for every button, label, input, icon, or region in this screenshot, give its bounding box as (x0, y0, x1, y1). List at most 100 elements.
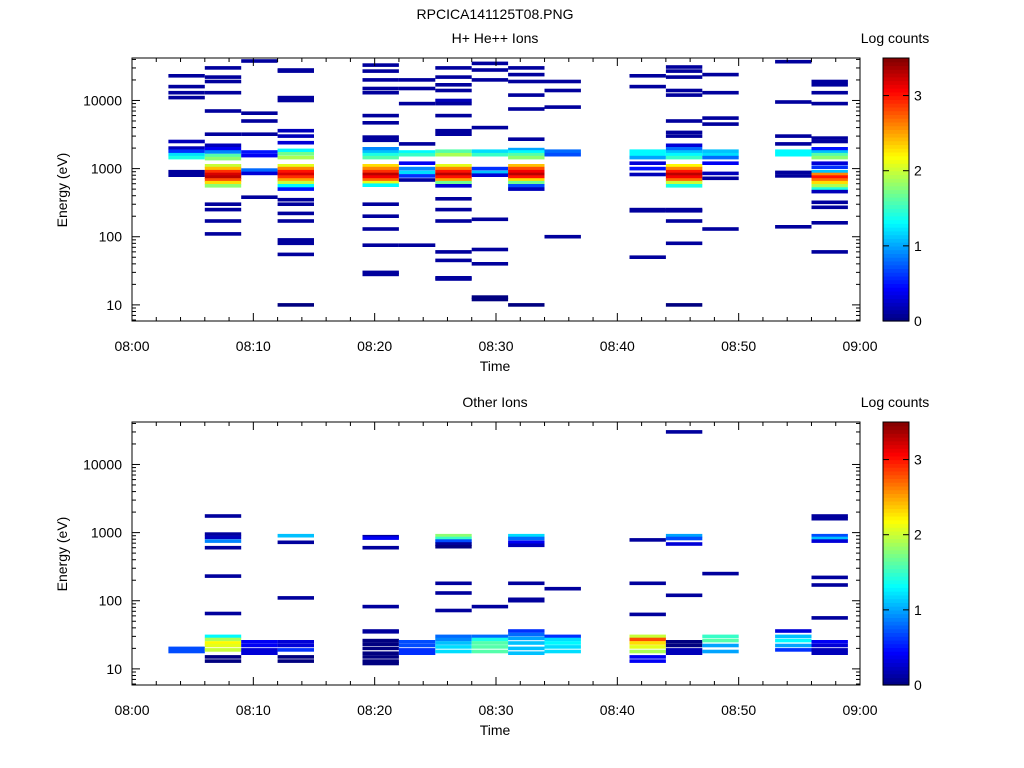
colorbar-swatch (883, 542, 909, 547)
heatmap-cell (204, 79, 242, 84)
heatmap-cell (435, 536, 472, 541)
heatmap-cell (775, 149, 812, 153)
heatmap-cell (204, 611, 242, 616)
colorbar-swatch (883, 121, 909, 127)
colorbar-swatch (883, 69, 909, 74)
heatmap-cell (204, 178, 242, 182)
colorbar-swatch (883, 591, 909, 596)
heatmap-cell (665, 147, 703, 151)
heatmap-cell (362, 172, 399, 177)
colorbar-swatch (883, 140, 909, 146)
heatmap-cell (204, 175, 242, 179)
colorbar-swatch (883, 114, 909, 119)
heatmap-cell (168, 149, 205, 153)
heatmap-cell (665, 155, 703, 160)
heatmap-cell (811, 150, 848, 154)
heatmap-cell (811, 539, 848, 543)
heatmap-cell (435, 641, 472, 645)
heatmap-cell (544, 152, 581, 157)
colorbar-swatch (883, 478, 909, 483)
colorbar-swatch (883, 647, 909, 652)
heatmap-cell (629, 655, 666, 659)
colorbar-swatch (883, 144, 909, 149)
heatmap-cell (775, 225, 812, 229)
colorbar-swatch (883, 422, 909, 427)
colorbar-swatch (883, 448, 909, 453)
colorbar-swatch (883, 223, 909, 228)
heatmap-cell (398, 152, 436, 157)
heatmap-cell (665, 93, 703, 97)
heatmap-cell (168, 152, 205, 157)
colorbar-tick-label: 2 (914, 163, 922, 179)
heatmap-cell (508, 175, 545, 179)
heatmap-cell (629, 155, 666, 160)
colorbar-swatch (883, 181, 909, 187)
colorbar-swatch (883, 309, 909, 315)
heatmap-cell (204, 514, 242, 518)
heatmap-cell (168, 646, 205, 651)
colorbar-swatch (883, 572, 909, 577)
heatmap-cell (362, 630, 399, 634)
colorbar-swatch (883, 609, 909, 615)
heatmap-cell (508, 107, 545, 111)
heatmap-cell (277, 148, 314, 153)
heatmap-cell (362, 243, 399, 247)
colorbar-swatch (883, 125, 909, 130)
heatmap-cell (811, 180, 848, 185)
heatmap-cell (435, 645, 472, 649)
heatmap-cell (811, 189, 848, 194)
heatmap-cells (168, 59, 848, 307)
colorbar-swatch (883, 200, 909, 206)
colorbar-swatch (883, 636, 909, 641)
heatmap-cell (629, 641, 666, 645)
heatmap-cell (435, 649, 472, 654)
heatmap-cell (168, 146, 205, 150)
heatmap-cell (702, 149, 739, 153)
heatmap-cell (241, 132, 278, 136)
heatmap-cell (544, 649, 581, 654)
heatmap-cell (398, 651, 436, 655)
y-tick-label: 10 (106, 661, 122, 677)
heatmap-cell (508, 166, 545, 171)
heatmap-cell (362, 147, 399, 151)
heatmap-cell (665, 184, 703, 188)
colorbar: 0 1 2 3 (882, 421, 922, 693)
heatmap-cell (702, 155, 739, 160)
x-tick-label: 09:00 (842, 702, 877, 718)
heatmap-cell (204, 539, 242, 543)
heatmap-cell (435, 98, 472, 103)
heatmap-cell (811, 651, 848, 655)
heatmap-cell (435, 533, 472, 538)
colorbar-swatch (883, 568, 909, 573)
heatmap-cell (204, 75, 242, 79)
y-axis: 10 100 1000 10000 (83, 422, 860, 685)
heatmap-cell (277, 187, 314, 191)
heatmap-cell (362, 169, 399, 174)
heatmap-cell (665, 88, 703, 93)
colorbar-swatch (883, 219, 909, 224)
heatmap-cell (471, 262, 509, 266)
heatmap-cell (204, 156, 242, 161)
heatmap-cell (362, 113, 399, 118)
heatmap-cell (775, 634, 812, 639)
x-tick-label: 08:00 (114, 702, 149, 718)
heatmap-cell (168, 74, 205, 78)
y-axis-label: Energy (eV) (54, 153, 70, 228)
heatmap-cell (702, 638, 739, 643)
colorbar-swatch (883, 230, 909, 236)
heatmap-cell (702, 122, 739, 126)
heatmap-cell (277, 252, 314, 257)
x-tick-label: 08:40 (600, 338, 635, 354)
heatmap-cell (811, 172, 848, 177)
heatmap-cell (665, 119, 703, 123)
colorbar-swatch (883, 234, 909, 239)
colorbar-swatch (883, 545, 909, 551)
heatmap-cell (398, 640, 436, 644)
x-axis-label: Time (480, 722, 511, 738)
heatmap-cell (204, 637, 242, 642)
heatmap-cell (168, 169, 205, 174)
heatmap-cell (435, 608, 472, 613)
heatmap-cell (362, 604, 399, 609)
colorbar-swatch (883, 133, 909, 138)
